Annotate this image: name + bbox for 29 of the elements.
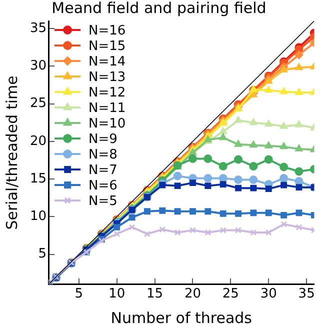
legend-label: N=7 (88, 162, 118, 178)
x-tick-label: 20 (184, 286, 202, 302)
x-tick-label: 25 (222, 286, 239, 302)
y-axis-title: Serial/threaded time (2, 76, 21, 230)
y-tick-label: 35 (30, 20, 47, 36)
legend-label: N=6 (88, 178, 118, 194)
legend-label: N=13 (88, 70, 126, 85)
x-tick-label: 10 (108, 286, 126, 302)
legend-label: N=12 (88, 85, 126, 100)
y-tick-label: 25 (30, 96, 47, 112)
y-tick-label: 30 (30, 58, 47, 74)
x-tick-label: 35 (298, 286, 315, 302)
y-tick-label: 20 (30, 134, 47, 149)
x-tick-label: 30 (260, 286, 277, 302)
y-tick-label: 10 (30, 209, 47, 224)
legend-label: N=8 (88, 147, 118, 162)
legend-label: N=10 (88, 116, 126, 132)
y-tick-label: 15 (30, 171, 47, 186)
legend-label: N=16 (88, 23, 126, 38)
legend-label: N=11 (88, 100, 126, 116)
legend-label: N=9 (88, 132, 118, 147)
x-axis-title: Number of threads (110, 308, 252, 327)
x-tick-label: 5 (74, 286, 84, 302)
legend-label: N=15 (88, 38, 126, 54)
legend-label: N=5 (88, 194, 118, 209)
y-tick-label: 5 (38, 246, 47, 262)
legend-label: N=14 (88, 54, 126, 70)
chart-title: Meand field and pairing field (52, 0, 266, 17)
x-tick-label: 15 (146, 286, 164, 302)
